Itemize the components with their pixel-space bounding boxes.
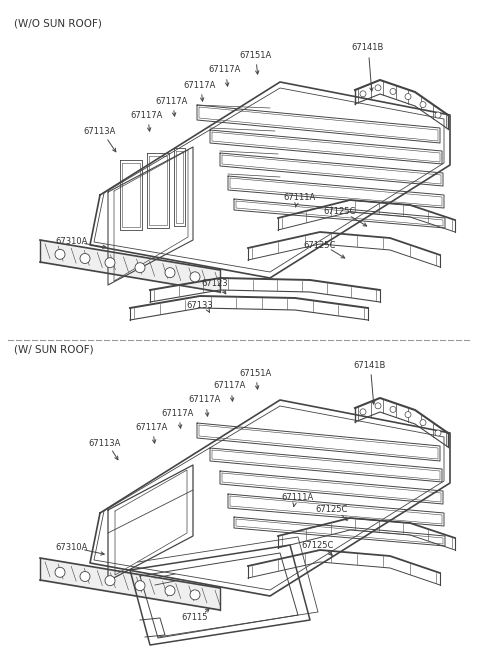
Text: 67117A: 67117A xyxy=(209,66,241,75)
Text: 67117A: 67117A xyxy=(189,396,221,405)
Text: 67117A: 67117A xyxy=(162,409,194,417)
Text: 67151A: 67151A xyxy=(239,50,271,60)
Circle shape xyxy=(360,91,366,97)
Text: 67111A: 67111A xyxy=(282,493,314,502)
Circle shape xyxy=(165,268,175,278)
Text: 67125C: 67125C xyxy=(304,240,336,250)
Circle shape xyxy=(135,263,145,272)
Text: 67117A: 67117A xyxy=(131,111,163,119)
Circle shape xyxy=(360,409,366,415)
Circle shape xyxy=(420,102,426,107)
Circle shape xyxy=(80,253,90,263)
Text: (W/O SUN ROOF): (W/O SUN ROOF) xyxy=(14,18,102,28)
Text: 67310A: 67310A xyxy=(56,544,88,553)
Text: 67111A: 67111A xyxy=(284,193,316,202)
Text: 67133: 67133 xyxy=(187,301,214,310)
Circle shape xyxy=(80,572,90,582)
Circle shape xyxy=(435,430,441,436)
Text: 67125C: 67125C xyxy=(302,540,334,550)
Text: 67125C: 67125C xyxy=(316,504,348,514)
Text: 67310A: 67310A xyxy=(56,238,88,246)
Circle shape xyxy=(390,407,396,413)
Text: (W/ SUN ROOF): (W/ SUN ROOF) xyxy=(14,345,94,355)
Text: 67125C: 67125C xyxy=(324,208,356,217)
Text: 67117A: 67117A xyxy=(214,381,246,390)
Text: 67141B: 67141B xyxy=(354,360,386,369)
Circle shape xyxy=(165,586,175,595)
Circle shape xyxy=(435,112,441,118)
Circle shape xyxy=(105,576,115,586)
Circle shape xyxy=(375,403,381,409)
Text: 67113A: 67113A xyxy=(84,128,116,136)
Circle shape xyxy=(135,581,145,591)
Circle shape xyxy=(390,88,396,94)
Circle shape xyxy=(190,272,200,282)
Text: 67117A: 67117A xyxy=(184,81,216,90)
Text: 67123: 67123 xyxy=(202,278,228,288)
Circle shape xyxy=(420,420,426,426)
Text: 67115: 67115 xyxy=(182,614,208,622)
Text: 67117A: 67117A xyxy=(136,422,168,432)
Text: 67151A: 67151A xyxy=(239,369,271,377)
Text: 67113A: 67113A xyxy=(89,438,121,447)
Circle shape xyxy=(55,567,65,577)
Circle shape xyxy=(405,411,411,418)
Circle shape xyxy=(190,590,200,600)
Circle shape xyxy=(55,250,65,259)
Circle shape xyxy=(375,84,381,91)
Text: 67141B: 67141B xyxy=(352,43,384,52)
Circle shape xyxy=(105,257,115,268)
Circle shape xyxy=(405,94,411,100)
Text: 67117A: 67117A xyxy=(156,96,188,105)
